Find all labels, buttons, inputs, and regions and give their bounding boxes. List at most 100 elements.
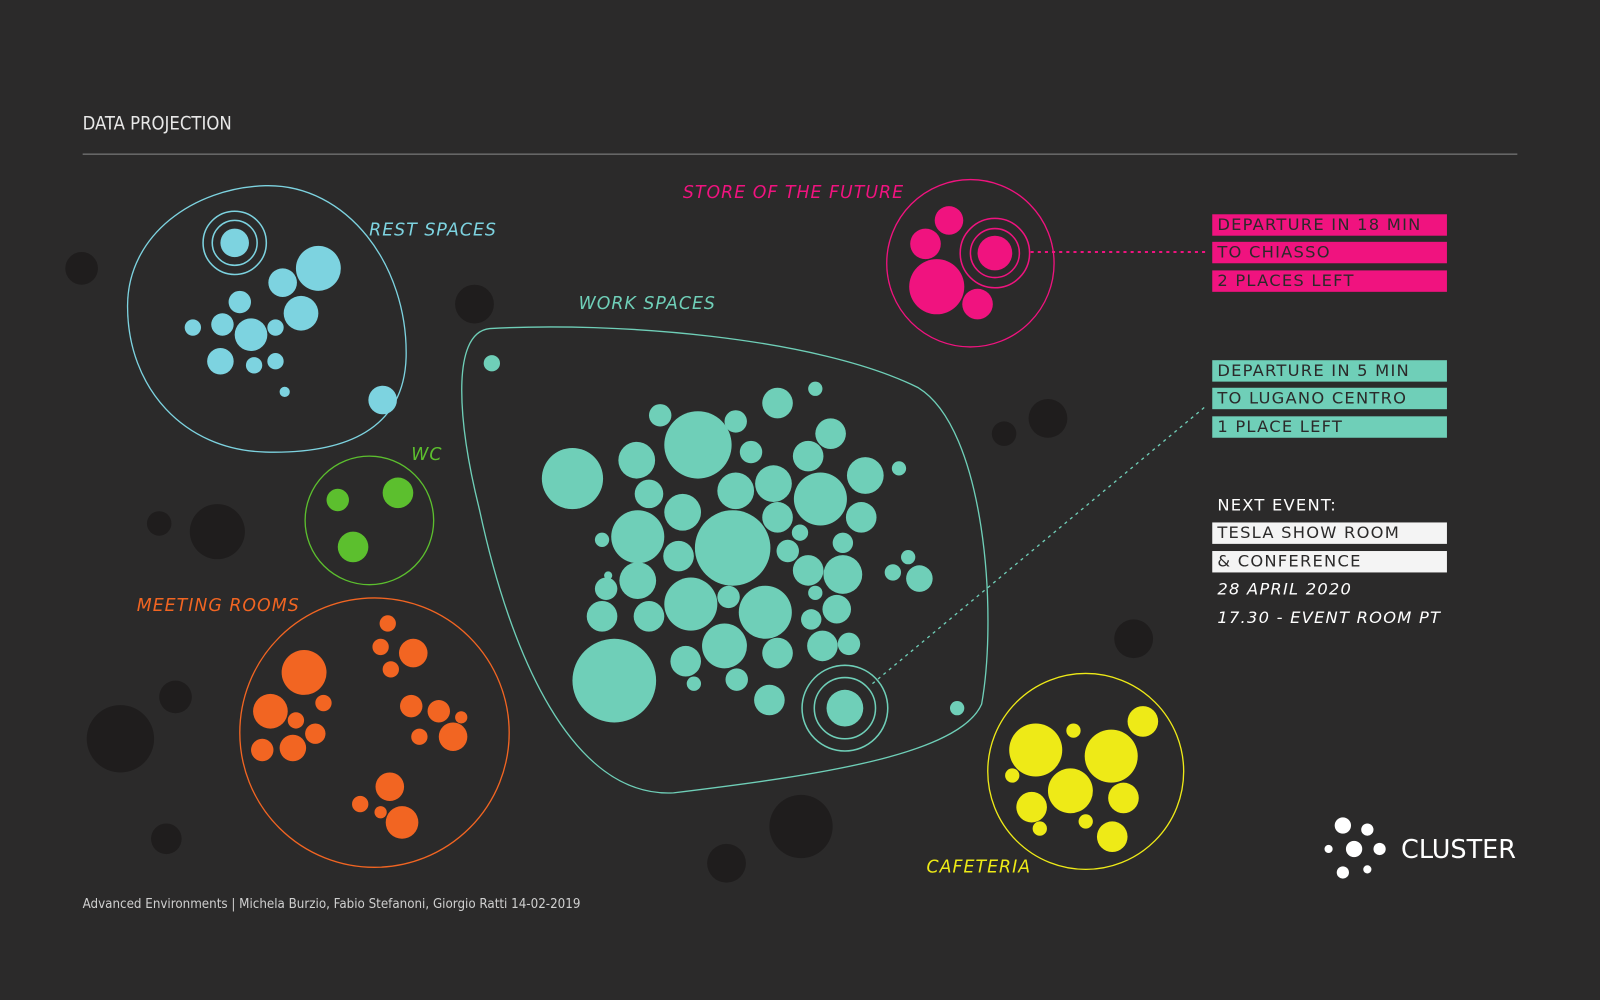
zone-label: MEETING ROOMS bbox=[137, 596, 300, 616]
occupancy-dot bbox=[823, 555, 863, 594]
occupancy-dot bbox=[234, 318, 268, 352]
occupancy-dot bbox=[611, 510, 665, 564]
occupancy-dot bbox=[977, 235, 1013, 271]
occupancy-dot bbox=[594, 532, 610, 547]
occupancy-dot bbox=[281, 650, 327, 695]
highlight-ring bbox=[202, 210, 268, 276]
wc-zone-outline bbox=[304, 455, 435, 586]
occupancy-dot bbox=[738, 585, 792, 639]
occupancy-dot bbox=[619, 562, 657, 599]
logo-dot bbox=[1373, 842, 1386, 856]
occupancy-dot bbox=[483, 355, 500, 372]
event-heading: NEXT EVENT: bbox=[1217, 496, 1337, 515]
occupancy-dot bbox=[337, 531, 369, 563]
occupancy-dot bbox=[1108, 782, 1139, 814]
occupancy-dot bbox=[801, 609, 822, 630]
occupancy-dot bbox=[315, 694, 332, 712]
occupancy-dot bbox=[724, 410, 747, 433]
occupancy-dot bbox=[634, 479, 664, 509]
occupancy-dot bbox=[382, 661, 399, 678]
occupancy-dot bbox=[604, 571, 613, 580]
occupancy-dot bbox=[352, 795, 369, 813]
occupancy-dot bbox=[594, 577, 618, 600]
background-dot bbox=[455, 284, 494, 324]
highlight-ring bbox=[211, 219, 258, 267]
occupancy-dot bbox=[910, 228, 941, 260]
event-line: TESLA SHOW ROOM bbox=[1216, 523, 1400, 542]
occupancy-dot bbox=[1005, 768, 1020, 783]
occupancy-dot bbox=[717, 472, 755, 510]
occupancy-dot bbox=[633, 601, 665, 632]
occupancy-dot bbox=[400, 694, 423, 718]
occupancy-dot bbox=[694, 510, 771, 586]
background-dot bbox=[159, 680, 192, 714]
label-bar bbox=[1212, 522, 1447, 544]
logo-dot bbox=[1334, 817, 1352, 834]
occupancy-dots bbox=[184, 206, 1159, 853]
occupancy-dot bbox=[725, 668, 748, 691]
departure-panel: DEPARTURE IN 18 MIN TO CHIASSO 2 PLACES … bbox=[1212, 214, 1447, 292]
occupancy-dot bbox=[884, 564, 902, 581]
highlight-ring bbox=[801, 664, 889, 752]
occupancy-dot bbox=[279, 386, 290, 397]
occupancy-dot bbox=[670, 645, 702, 677]
departure-line: 2 PLACES LEFT bbox=[1217, 271, 1354, 290]
occupancy-dot bbox=[762, 637, 793, 669]
occupancy-dot bbox=[305, 723, 326, 744]
occupancy-dot bbox=[184, 319, 202, 336]
background-dot bbox=[1028, 398, 1068, 438]
occupancy-dot bbox=[1009, 723, 1063, 777]
occupancy-dot bbox=[832, 532, 854, 554]
background-dot bbox=[65, 252, 98, 285]
occupancy-dot bbox=[822, 594, 852, 624]
logo-dot bbox=[1324, 844, 1333, 854]
occupancy-dot bbox=[372, 638, 389, 656]
zone-label: WORK SPACES bbox=[579, 294, 716, 314]
event-line: & CONFERENCE bbox=[1217, 552, 1361, 571]
occupancy-dot bbox=[398, 638, 428, 668]
zone-label: REST SPACES bbox=[369, 221, 497, 241]
zone-label: STORE OF THE FUTURE bbox=[683, 183, 904, 203]
occupancy-dot bbox=[375, 772, 405, 802]
background-dots bbox=[65, 252, 1154, 883]
occupancy-dot bbox=[846, 457, 884, 494]
departure-line: TO CHIASSO bbox=[1216, 243, 1330, 262]
occupancy-dot bbox=[906, 565, 933, 592]
background-dot bbox=[146, 511, 172, 536]
occupancy-dot bbox=[664, 493, 702, 531]
occupancy-dot bbox=[776, 539, 799, 563]
background-dot bbox=[189, 504, 245, 560]
occupancy-dot bbox=[762, 502, 793, 533]
highlight-ring bbox=[813, 676, 877, 740]
departure-line: 1 PLACE LEFT bbox=[1217, 417, 1343, 436]
occupancy-dot bbox=[901, 550, 916, 565]
occupancy-dot bbox=[891, 461, 907, 476]
occupancy-dot bbox=[1078, 814, 1093, 829]
occupancy-dot bbox=[207, 347, 234, 375]
highlight-ring bbox=[959, 217, 1031, 289]
occupancy-dot bbox=[287, 712, 305, 729]
occupancy-dot bbox=[807, 630, 838, 662]
credits: Advanced Environments | Michela Burzio, … bbox=[83, 897, 581, 912]
label-bar bbox=[1212, 416, 1447, 438]
occupancy-dot bbox=[648, 404, 672, 427]
brand-logo: CLUSTER bbox=[1324, 817, 1516, 879]
occupancy-dot bbox=[228, 290, 252, 314]
departure-line: TO LUGANO CENTRO bbox=[1216, 388, 1407, 407]
departure-line: DEPARTURE IN 18 MIN bbox=[1217, 215, 1421, 234]
meeting-zone-outline bbox=[239, 597, 510, 869]
occupancy-dot bbox=[663, 540, 694, 572]
occupancy-dot bbox=[245, 357, 263, 374]
store-zone-outline bbox=[886, 178, 1055, 348]
background-dot bbox=[86, 705, 155, 773]
occupancy-dot bbox=[268, 268, 297, 297]
occupancy-dot bbox=[837, 632, 861, 656]
background-dot bbox=[151, 823, 182, 855]
occupancy-dot bbox=[455, 711, 468, 724]
event-date: 28 APRIL 2020 bbox=[1217, 579, 1352, 598]
label-bar bbox=[1212, 360, 1447, 382]
background-dot bbox=[991, 421, 1017, 446]
occupancy-dot bbox=[572, 638, 657, 723]
occupancy-dot bbox=[326, 488, 349, 512]
